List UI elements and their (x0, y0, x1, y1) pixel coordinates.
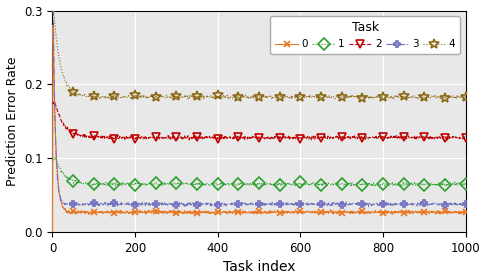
4 (50, 9, 55, 13)
2 (75, 133, 81, 136)
4 (51, 8, 56, 12)
3 (416, 202, 421, 206)
3 (134, 203, 139, 206)
Line: 3: 3 (49, 7, 469, 210)
0 (50, 230, 55, 233)
1 (52, 156, 58, 159)
2 (372, 136, 378, 139)
3 (443, 203, 449, 206)
1 (134, 182, 139, 185)
1 (463, 182, 469, 186)
4 (75, 94, 81, 97)
1 (75, 180, 81, 184)
1 (50, 156, 55, 159)
1 (416, 182, 421, 185)
2 (463, 136, 469, 140)
Line: 1: 1 (48, 153, 470, 190)
X-axis label: Task index: Task index (223, 260, 295, 274)
2 (387, 135, 393, 139)
1 (372, 183, 378, 186)
4 (463, 95, 469, 99)
Y-axis label: Prediction Error Rate: Prediction Error Rate (5, 57, 18, 186)
2 (50, 101, 55, 105)
0 (387, 211, 393, 214)
3 (365, 205, 371, 208)
Line: 2: 2 (48, 98, 470, 144)
4 (134, 94, 139, 97)
0 (134, 210, 139, 213)
4 (372, 96, 378, 99)
2 (443, 136, 449, 140)
1 (387, 183, 393, 186)
0 (372, 211, 378, 214)
4 (387, 95, 393, 98)
3 (51, 9, 56, 12)
0 (463, 211, 469, 214)
3 (75, 202, 81, 206)
3 (50, 10, 55, 14)
Line: 4: 4 (48, 5, 470, 104)
3 (463, 203, 469, 206)
3 (387, 202, 393, 205)
1 (298, 185, 304, 188)
4 (443, 95, 449, 99)
0 (443, 211, 449, 214)
4 (332, 97, 338, 101)
4 (416, 94, 421, 97)
0 (75, 211, 81, 214)
0 (50, 24, 56, 27)
3 (372, 202, 378, 206)
Line: 0: 0 (49, 22, 469, 235)
1 (443, 184, 449, 187)
0 (415, 211, 421, 214)
Legend: 0, 1, 2, 3, 4: 0, 1, 2, 3, 4 (270, 16, 460, 54)
2 (308, 138, 314, 142)
2 (51, 100, 57, 103)
2 (416, 136, 421, 139)
2 (134, 136, 139, 139)
